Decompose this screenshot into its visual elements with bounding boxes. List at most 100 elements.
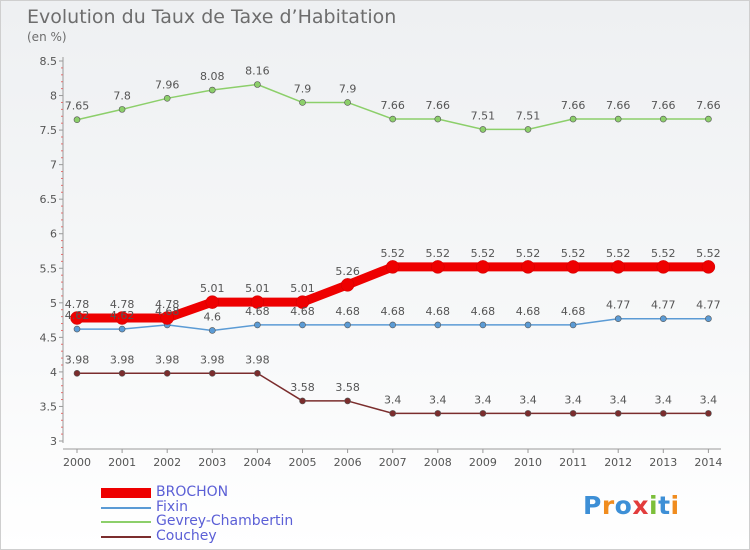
series-gevrey-chambertin — [73, 81, 712, 133]
legend-swatch-gevrey-chambertin — [101, 521, 151, 523]
data-point-brochon — [521, 260, 535, 274]
data-point-couchey — [524, 410, 532, 417]
data-label-gevrey-chambertin: 7.9 — [339, 82, 357, 95]
y-tick-label: 8 — [50, 90, 57, 103]
data-point-gevrey-chambertin — [659, 115, 667, 123]
data-point-gevrey-chambertin — [344, 99, 351, 106]
data-point-fixin — [479, 321, 487, 329]
data-label-couchey: 3.98 — [245, 353, 270, 366]
data-point-fixin — [299, 321, 306, 329]
x-tick-label: 2000 — [63, 456, 91, 469]
y-tick-label: 8.5 — [40, 55, 58, 68]
data-label-couchey: 3.98 — [110, 353, 135, 366]
data-label-brochon: 5.01 — [290, 282, 315, 295]
data-label-fixin: 4.68 — [290, 305, 315, 318]
data-point-couchey — [479, 410, 487, 417]
data-label-gevrey-chambertin: 7.65 — [65, 100, 90, 113]
data-point-brochon — [385, 260, 400, 274]
data-point-gevrey-chambertin — [254, 81, 261, 88]
data-label-gevrey-chambertin: 8.16 — [245, 64, 270, 77]
data-point-couchey — [254, 369, 261, 377]
y-tick-label: 4.5 — [40, 331, 58, 344]
data-point-fixin — [344, 321, 351, 329]
x-tick-label: 2004 — [243, 456, 271, 469]
y-tick-label: 4 — [50, 366, 57, 379]
data-point-fixin — [73, 325, 81, 333]
data-label-brochon: 5.52 — [380, 247, 405, 260]
y-tick-label: 5.5 — [40, 262, 58, 275]
data-label-gevrey-chambertin: 7.66 — [696, 99, 721, 112]
x-tick-label: 2002 — [153, 456, 181, 469]
x-tick-label: 2012 — [604, 456, 632, 469]
data-label-couchey: 3.4 — [700, 393, 718, 406]
data-label-couchey: 3.58 — [290, 381, 315, 394]
data-point-fixin — [254, 321, 261, 329]
x-tick-label: 2006 — [334, 456, 362, 469]
data-label-brochon: 5.52 — [516, 247, 541, 260]
data-label-fixin: 4.68 — [380, 305, 405, 318]
data-label-gevrey-chambertin: 7.51 — [516, 109, 541, 122]
data-point-brochon — [160, 311, 174, 325]
data-point-brochon — [701, 260, 716, 274]
data-label-gevrey-chambertin: 7.96 — [155, 78, 180, 91]
legend-swatch-brochon — [101, 488, 151, 498]
data-point-couchey — [73, 369, 81, 377]
data-label-fixin: 4.62 — [65, 309, 90, 322]
x-tick-label: 2003 — [198, 456, 226, 469]
logo-letter: r — [601, 491, 615, 520]
data-label-couchey: 3.98 — [155, 353, 180, 366]
data-label-gevrey-chambertin: 7.66 — [380, 99, 405, 112]
y-tick-label: 3 — [50, 435, 57, 448]
data-point-brochon — [250, 295, 265, 309]
data-label-brochon: 5.01 — [200, 282, 225, 295]
data-label-fixin: 4.68 — [561, 305, 586, 318]
data-point-couchey — [569, 410, 577, 417]
y-tick-label: 6 — [50, 228, 57, 241]
data-label-brochon: 5.26 — [335, 265, 360, 278]
x-tick-label: 2013 — [649, 456, 677, 469]
data-label-fixin: 4.68 — [426, 305, 451, 318]
data-point-gevrey-chambertin — [73, 116, 81, 124]
data-label-brochon: 5.52 — [471, 247, 496, 260]
data-point-couchey — [209, 369, 216, 377]
chart-title: Evolution du Taux de Taxe d’Habitation — [27, 6, 397, 28]
data-label-fixin: 4.77 — [651, 299, 676, 312]
data-point-brochon — [566, 260, 580, 274]
data-point-couchey — [389, 410, 397, 417]
data-label-gevrey-chambertin: 7.9 — [294, 82, 312, 95]
data-label-couchey: 3.98 — [65, 353, 90, 366]
data-point-couchey — [614, 410, 622, 417]
data-point-fixin — [434, 321, 442, 329]
data-label-couchey: 3.4 — [609, 393, 627, 406]
data-label-fixin: 4.62 — [110, 309, 135, 322]
data-label-brochon: 5.01 — [245, 282, 270, 295]
data-point-brochon — [476, 260, 490, 274]
data-point-gevrey-chambertin — [479, 126, 487, 133]
y-tick-label: 6.5 — [40, 193, 58, 206]
data-label-couchey: 3.4 — [384, 393, 402, 406]
data-point-gevrey-chambertin — [705, 115, 712, 123]
data-label-couchey: 3.4 — [564, 393, 582, 406]
x-tick-label: 2005 — [289, 456, 317, 469]
x-tick-label: 2001 — [108, 456, 136, 469]
series-brochon — [70, 260, 716, 325]
data-point-gevrey-chambertin — [524, 126, 532, 133]
data-label-couchey: 3.4 — [429, 393, 447, 406]
data-label-gevrey-chambertin: 7.51 — [471, 109, 496, 122]
data-point-fixin — [569, 321, 577, 329]
y-tick-label: 7 — [50, 159, 57, 172]
data-label-brochon: 4.78 — [110, 298, 135, 311]
data-label-fixin: 4.68 — [335, 305, 360, 318]
data-label-gevrey-chambertin: 8.08 — [200, 70, 225, 83]
data-label-couchey: 3.98 — [200, 353, 225, 366]
data-label-fixin: 4.6 — [204, 310, 222, 323]
data-point-couchey — [659, 410, 667, 417]
data-label-couchey: 3.58 — [335, 381, 360, 394]
y-tick-label: 3.5 — [40, 400, 58, 413]
data-label-fixin: 4.68 — [245, 305, 270, 318]
data-point-fixin — [389, 321, 397, 329]
legend-swatch-fixin — [101, 506, 151, 509]
data-point-fixin — [118, 325, 126, 333]
data-point-couchey — [299, 397, 306, 405]
